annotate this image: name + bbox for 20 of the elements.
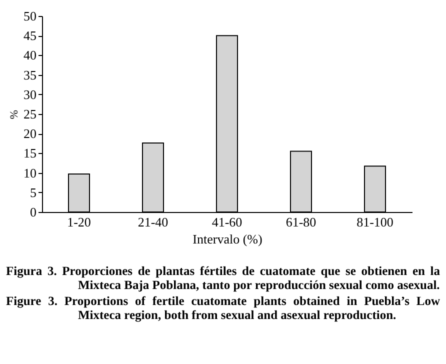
- x-tick-label: 21-40: [138, 214, 168, 230]
- y-tick-label: 15: [24, 146, 36, 161]
- y-tick-label: 35: [24, 67, 36, 82]
- y-tick-label: 10: [24, 165, 36, 180]
- x-tick-label: 81-100: [356, 214, 394, 230]
- y-tick-label: 50: [24, 8, 36, 24]
- y-tick-label: 20: [24, 126, 36, 142]
- y-axis-title: %: [8, 110, 20, 120]
- x-tick-label: 61-80: [286, 214, 316, 230]
- x-tick-label: 41-60: [212, 214, 242, 230]
- y-tick-label: 30: [24, 86, 36, 102]
- text: Figura 3. Proporciones de plantas fértiles de cuatomate que se obtienen en la Mixteca Baja Poblana, tanto por reproducción sexual como asexual.: [6, 264, 440, 292]
- x-tick-label: 1-20: [67, 214, 91, 230]
- y-tick-label: 40: [24, 48, 36, 63]
- y-tick-label: 5: [30, 184, 36, 200]
- y-tick-label: 0: [30, 204, 36, 220]
- x-axis-title: Intervalo (%): [192, 232, 262, 246]
- y-tick-label: 25: [24, 106, 36, 122]
- caption: Figure 3. Proportions of fertile cuatomate plants obtained in Puebla’s Low Mixteca region, both from sexual and asexual reproduction.: [6, 294, 440, 322]
- y-tick-label: 45: [24, 28, 36, 44]
